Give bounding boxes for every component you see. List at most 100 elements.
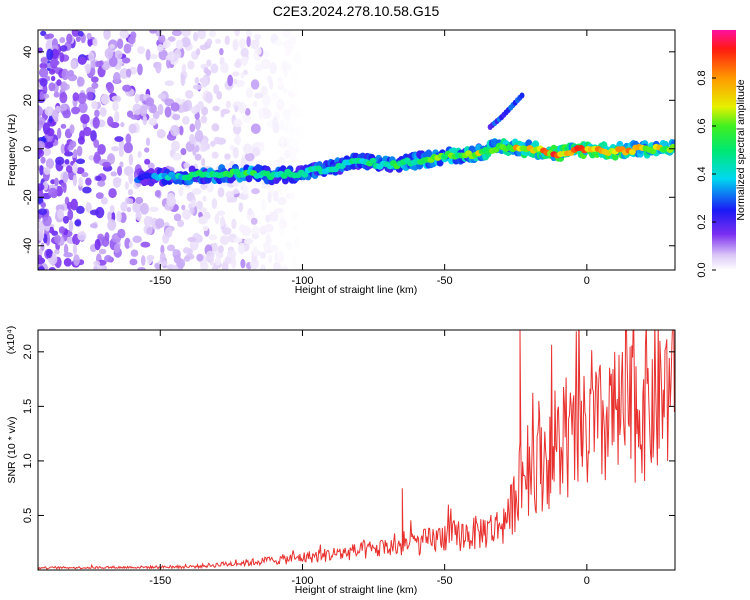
heatmap-noise-cell	[219, 216, 225, 228]
heatmap-noise-cell	[38, 196, 44, 205]
heatmap-noise-cell	[129, 258, 138, 266]
heatmap-noise-cell	[60, 143, 66, 154]
heatmap-noise-cell	[198, 216, 207, 224]
heatmap-noise-cell	[157, 93, 167, 100]
heatmap-noise-cell	[194, 76, 200, 85]
heatmap-noise-cell	[183, 162, 191, 169]
colorbar: 0.0 0.2 0.4 0.6 0.8 Normalized spectral ampl…	[696, 30, 747, 278]
heatmap-noise-cell	[289, 103, 297, 113]
heatmap-noise-cell	[172, 152, 182, 161]
heatmap-noise-cell	[114, 50, 123, 60]
heatmap-noise-cell	[191, 188, 202, 195]
heatmap-noise-cell	[171, 140, 180, 152]
heatmap-noise-cell	[217, 245, 224, 254]
heatmap-noise-cell	[268, 160, 278, 170]
heatmap-noise-cell	[95, 192, 104, 200]
heatmap-noise-cell	[158, 49, 168, 61]
heatmap-noise-cell	[38, 105, 44, 117]
heatmap-noise-cell	[157, 103, 164, 115]
heatmap-noise-cell	[104, 254, 113, 263]
heatmap-noise-cell	[45, 142, 54, 148]
heatmap-noise-cell	[56, 208, 64, 220]
heatmap-noise-cell	[147, 162, 155, 170]
heatmap-noise-cell	[77, 92, 87, 104]
heatmap-noise-cell	[63, 257, 72, 267]
heatmap-noise-cell	[250, 79, 260, 90]
heatmap-noise-cell	[252, 100, 258, 107]
heatmap-noise-cell	[107, 116, 114, 127]
heatmap-noise-cell	[107, 219, 117, 231]
x-tick-label: 0	[584, 575, 590, 587]
heatmap-noise-cell	[180, 73, 186, 86]
heatmap-noise-cell	[144, 147, 150, 153]
heatmap-noise-cell	[253, 33, 262, 40]
heatmap-noise-cell	[232, 146, 239, 159]
heatmap-noise-cell	[108, 188, 117, 199]
colorbar-tick-label: 0.0	[696, 262, 708, 277]
heatmap-noise-cell	[132, 103, 142, 116]
heatmap-noise-cell	[178, 186, 184, 197]
heatmap-noise-cell	[211, 264, 219, 270]
x-tick-label: -100	[291, 575, 313, 587]
heatmap-noise-cell	[243, 238, 254, 245]
heatmap-branch-cell	[519, 92, 525, 99]
heatmap-noise-cell	[195, 200, 203, 210]
heatmap-noise-cell	[252, 245, 259, 257]
heatmap-noise-cell	[38, 229, 45, 242]
y-tick-label: -20	[22, 189, 34, 205]
heatmap-noise-cell	[48, 267, 56, 270]
heatmap-noise-cell	[44, 106, 54, 117]
y-tick-label: 40	[22, 46, 34, 58]
heatmap-noise-cell	[260, 251, 266, 259]
heatmap-noise-cell	[70, 59, 77, 70]
heatmap-noise-cell	[113, 177, 122, 183]
heatmap-noise-cell	[75, 167, 85, 175]
heatmap-noise-cell	[155, 218, 165, 229]
heatmap-noise-cell	[222, 227, 232, 235]
heatmap-noise-cell	[73, 254, 80, 266]
heatmap-noise-cell	[205, 69, 212, 77]
heatmap-noise-cell	[72, 243, 78, 256]
heatmap-noise-cell	[51, 48, 59, 60]
heatmap-noise-cell	[221, 261, 229, 270]
heatmap-noise-cell	[38, 266, 45, 270]
heatmap-noise-cell	[54, 234, 61, 244]
heatmap-noise-cell	[281, 30, 292, 38]
heatmap-noise-cell	[238, 101, 247, 114]
heatmap-noise-cell	[233, 237, 243, 244]
heatmap-noise-cell	[212, 105, 220, 112]
heatmap-frame	[37, 29, 676, 271]
heatmap-noise-cell	[81, 172, 89, 178]
heatmap-noise-cell	[48, 69, 56, 75]
heatmap-noise-cell	[100, 196, 108, 205]
heatmap-noise-cell	[56, 127, 62, 140]
heatmap-noise-cell	[268, 211, 279, 222]
heatmap-noise-cell	[54, 177, 59, 187]
heatmap-noise-cell	[229, 144, 235, 151]
heatmap-noise-cell	[95, 206, 105, 219]
heatmap-noise-cell	[38, 67, 49, 78]
heatmap-noise-cell	[122, 57, 131, 64]
heatmap-noise-cell	[53, 249, 60, 255]
heatmap-noise-cell	[166, 244, 176, 252]
heatmap-noise-cell	[232, 38, 239, 51]
heatmap-noise-cell	[69, 124, 75, 134]
y-tick-label: 0	[22, 146, 34, 152]
heatmap-noise-cell	[260, 58, 271, 70]
heatmap-noise-cell	[196, 48, 201, 56]
heatmap-noise-cell	[158, 34, 166, 43]
heatmap-noise-cell	[262, 94, 271, 107]
heatmap-noise-cell	[246, 36, 251, 48]
y-tick-label: 20	[22, 94, 34, 106]
heatmap-noise-cell	[53, 91, 60, 98]
heatmap-noise-cell	[240, 47, 249, 58]
snr-series-line	[38, 330, 675, 570]
heatmap-noise-cell	[119, 30, 129, 39]
heatmap-noise-cell	[132, 201, 142, 213]
heatmap-noise-cell	[277, 197, 287, 206]
heatmap-noise-cell	[100, 93, 111, 105]
heatmap-noise-cell	[91, 101, 99, 110]
heatmap-noise-cell	[271, 92, 278, 101]
heatmap-noise-cell	[205, 91, 213, 104]
